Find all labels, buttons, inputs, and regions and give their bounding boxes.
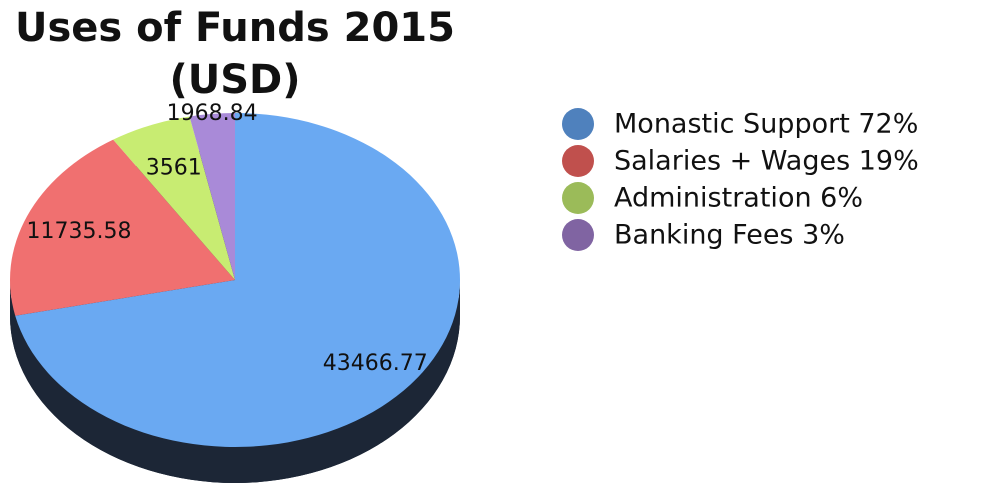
legend-label: Monastic Support 72% bbox=[614, 109, 918, 140]
legend-label: Salaries + Wages 19% bbox=[614, 146, 919, 177]
data-label: 43466.77 bbox=[323, 351, 428, 376]
pie-slice bbox=[189, 113, 235, 280]
legend-marker bbox=[562, 219, 594, 251]
pie-slice bbox=[15, 113, 460, 447]
data-label: 3561 bbox=[146, 156, 202, 181]
pie-slice bbox=[10, 139, 235, 316]
legend-marker bbox=[562, 108, 594, 140]
pie-slice bbox=[113, 116, 235, 280]
legend-label: Administration 6% bbox=[614, 183, 863, 214]
data-label: 1968.84 bbox=[167, 101, 258, 126]
chart-title: Uses of Funds 2015 (USD) bbox=[15, 5, 455, 103]
legend-label: Banking Fees 3% bbox=[614, 220, 845, 251]
legend-marker bbox=[562, 182, 594, 214]
data-label: 11735.58 bbox=[27, 219, 132, 244]
legend-marker bbox=[562, 145, 594, 177]
